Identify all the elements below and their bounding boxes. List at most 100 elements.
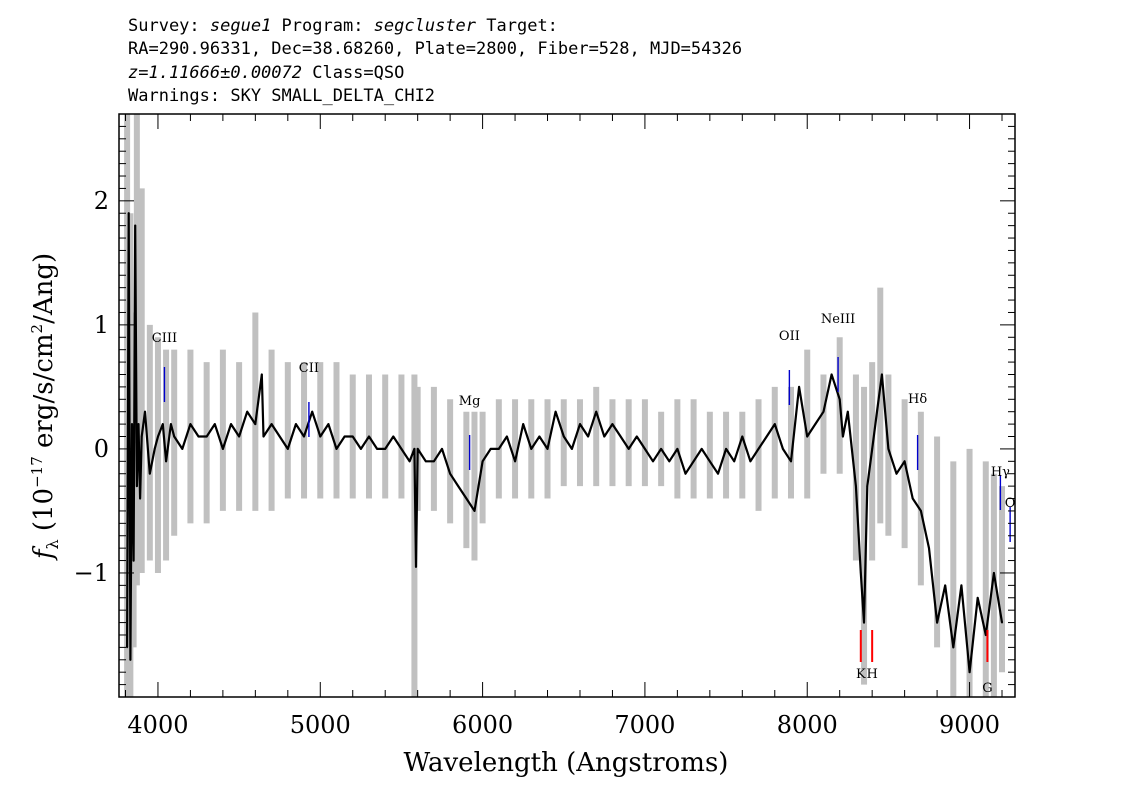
y-axis-title: fλ (10−17 erg/s/cm2/Ang) xyxy=(28,253,62,561)
flux-point xyxy=(260,373,263,376)
flux-point xyxy=(432,460,435,463)
y-tick-label: −1 xyxy=(74,559,109,587)
flux-point xyxy=(546,448,549,450)
flux-point xyxy=(134,224,137,227)
flux-point xyxy=(749,460,752,463)
flux-point xyxy=(254,423,257,426)
flux-point xyxy=(781,448,784,450)
flux-point xyxy=(530,448,533,450)
flux-point xyxy=(153,448,156,450)
x-axis-title: Wavelength (Angstroms) xyxy=(404,748,729,778)
flux-point xyxy=(303,435,305,438)
flux-point xyxy=(611,423,614,426)
flux-point xyxy=(587,435,590,438)
flux-point xyxy=(384,448,387,450)
flux-point xyxy=(270,423,273,426)
flux-point xyxy=(717,472,719,475)
flux-point xyxy=(976,596,979,599)
flux-point xyxy=(960,584,963,587)
flux-point xyxy=(189,423,192,426)
flux-point xyxy=(262,435,265,438)
flux-point xyxy=(522,423,525,426)
flux-point xyxy=(139,497,142,500)
y-tick-label: 1 xyxy=(94,311,109,339)
line-marker-layer xyxy=(163,357,1011,662)
flux-point xyxy=(579,423,581,426)
flux-point xyxy=(335,448,338,450)
flux-point xyxy=(570,448,573,450)
flux-point xyxy=(181,448,184,450)
flux-point xyxy=(132,559,135,562)
flux-point xyxy=(936,621,938,624)
flux-point xyxy=(327,423,330,426)
flux-point xyxy=(741,435,744,438)
plot-frame xyxy=(118,113,1016,698)
flux-point xyxy=(838,398,841,401)
line-marker-label: NeIII xyxy=(821,312,855,327)
flux-point xyxy=(992,572,995,574)
flux-point xyxy=(144,410,146,413)
flux-point xyxy=(708,460,711,463)
flux-point xyxy=(684,472,687,475)
flux-point xyxy=(619,435,622,438)
flux-point xyxy=(238,435,241,438)
line-marker-label: Mg xyxy=(459,394,481,409)
flux-point xyxy=(311,410,314,413)
flux-point xyxy=(129,658,132,661)
flux-point xyxy=(157,435,159,438)
flux-point xyxy=(757,448,760,450)
flux-point xyxy=(863,621,865,624)
x-tick-label: 7000 xyxy=(614,711,675,739)
flux-point xyxy=(984,634,987,636)
flux-point xyxy=(676,448,679,450)
flux-point xyxy=(1001,621,1003,624)
x-tick-label: 6000 xyxy=(452,711,513,739)
line-marker-label: CIII xyxy=(152,331,177,346)
flux-point xyxy=(830,373,833,376)
line-marker-label: CII xyxy=(299,361,319,376)
flux-point xyxy=(952,646,955,649)
x-tick-label: 4000 xyxy=(127,711,188,739)
flux-point xyxy=(343,435,346,438)
flux-point xyxy=(765,435,768,438)
line-marker-label: K xyxy=(856,667,866,682)
flux-point xyxy=(928,547,930,550)
flux-point xyxy=(173,435,176,438)
flux-point xyxy=(473,510,476,512)
flux-point xyxy=(481,460,484,463)
flux-point xyxy=(489,448,492,450)
flux-point xyxy=(140,435,143,438)
flux-point xyxy=(700,448,703,450)
flux-point xyxy=(644,448,646,450)
flux-point xyxy=(392,435,395,438)
flux-point xyxy=(806,435,809,438)
flux-point xyxy=(944,584,947,587)
flux-point xyxy=(205,435,208,438)
header-line-2: RA=290.96331, Dec=38.68260, Plate=2800, … xyxy=(128,39,742,59)
flux-point xyxy=(408,460,411,463)
flux-point xyxy=(652,460,654,463)
flux-point xyxy=(725,448,727,450)
flux-point xyxy=(213,423,216,426)
flux-point xyxy=(733,460,736,463)
flux-point xyxy=(359,448,362,450)
flux-point xyxy=(859,572,862,574)
axis-ticks xyxy=(119,114,1015,697)
header-warnings: Warnings: SKY SMALL_DELTA_CHI2 xyxy=(128,86,435,106)
flux-point xyxy=(562,435,565,438)
flux-point xyxy=(871,448,874,450)
flux-point xyxy=(135,485,138,488)
x-tick-label: 5000 xyxy=(290,711,351,739)
flux-point xyxy=(457,485,460,488)
flux-point xyxy=(161,423,164,426)
flux-point xyxy=(814,423,817,426)
flux-point xyxy=(866,485,869,488)
flux-point xyxy=(148,472,151,475)
flux-point xyxy=(368,435,370,438)
x-tick-label: 9000 xyxy=(939,711,1000,739)
line-marker-label: G xyxy=(982,681,992,696)
header-line-3: z=1.11666±0.00072 Class=QSO xyxy=(128,63,404,83)
flux-point xyxy=(635,435,638,438)
flux-point xyxy=(465,497,468,500)
